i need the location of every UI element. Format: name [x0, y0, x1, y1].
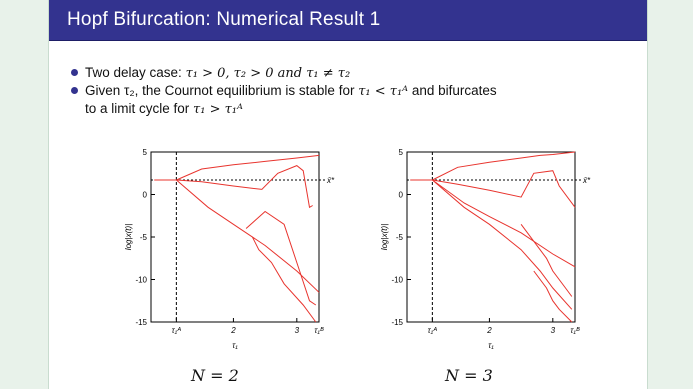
- x-tick-label: 3: [295, 326, 300, 335]
- bifurcation-branch: [176, 165, 313, 209]
- bifurcation-branch: [432, 170, 576, 208]
- y-tick-label: 5: [143, 148, 148, 157]
- equilibrium-label: x̄*: [582, 176, 591, 185]
- bullet-text: Two delay case:: [85, 65, 186, 80]
- bifurcation-branch: [251, 236, 317, 323]
- x-tick-label: τ₁ᴬ: [172, 326, 182, 335]
- bifurcation-branch: [533, 270, 573, 323]
- plot-caption-n3: N = 3: [445, 366, 493, 385]
- x-tick-label: τ₁ᴮ: [570, 326, 580, 335]
- bullet-list: Two delay case: τ₁ > 0, τ₂ > 0 and τ₁ ≠ …: [71, 64, 631, 118]
- bifurcation-branch: [176, 154, 320, 181]
- bifurcation-plot-n3: 5 0 -5 -10 -15 τ₁ᴬ 2 3 τ₁ᴮ τ₁ log|x(t)| x̄*: [380, 148, 591, 350]
- x-tick-label: τ₁ᴮ: [314, 326, 324, 335]
- slide-title-bar: Hopf Bifurcation: Numerical Result 1: [49, 0, 647, 41]
- y-tick-label: 0: [399, 191, 404, 200]
- y-axis-label: log|x(t)|: [380, 224, 389, 250]
- bullet-item-1: Two delay case: τ₁ > 0, τ₂ > 0 and τ₁ ≠ …: [71, 64, 631, 82]
- bifurcation-branch: [245, 210, 317, 306]
- slide: Hopf Bifurcation: Numerical Result 1 Two…: [48, 0, 648, 389]
- bullet-math: τ₁ > τ₁ᴬ: [193, 102, 243, 117]
- x-tick-label: 3: [551, 326, 556, 335]
- bullet-item-2: Given τ₂, the Cournot equilibrium is sta…: [71, 82, 631, 118]
- bifurcation-plot-n2: 5 0 -5 -10 -15 τ₁ᴬ 2 3 τ₁ᴮ τ₁ log|x(t)| x̄*: [124, 148, 335, 350]
- slide-title: Hopf Bifurcation: Numerical Result 1: [67, 9, 381, 30]
- x-tick-label: 2: [486, 326, 492, 335]
- bullet-dot-icon: [71, 87, 78, 94]
- bullet-text: to a limit cycle for: [85, 101, 194, 116]
- x-tick-label: τ₁ᴬ: [428, 326, 438, 335]
- x-axis-label: τ₁: [488, 341, 494, 350]
- bifurcation-branch: [176, 179, 320, 293]
- bullet-dot-icon: [71, 69, 78, 76]
- y-tick-label: -5: [140, 233, 148, 242]
- y-tick-label: 5: [399, 148, 404, 157]
- bullet-text: and bifurcates: [408, 83, 497, 98]
- y-axis-label: log|x(t)|: [124, 224, 133, 250]
- y-tick-label: 0: [143, 191, 148, 200]
- y-tick-label: -5: [396, 233, 404, 242]
- x-axis-label: τ₁: [232, 341, 238, 350]
- bullet-math: τ₁ > 0, τ₂ > 0 and τ₁ ≠ τ₂: [185, 66, 351, 81]
- y-tick-label: -10: [391, 276, 403, 285]
- plot-caption-n2: N = 2: [191, 366, 239, 385]
- bifurcation-branch: [520, 224, 573, 297]
- y-tick-label: -15: [391, 318, 403, 327]
- bullet-math: τ₁ < τ₁ᴬ: [358, 84, 409, 99]
- equilibrium-label: x̄*: [326, 176, 335, 185]
- bifurcation-branch: [432, 179, 573, 310]
- y-tick-label: -15: [135, 318, 147, 327]
- bullet-text: Given τ₂, the Cournot equilibrium is sta…: [85, 83, 359, 98]
- bifurcation-branch: [432, 151, 576, 181]
- x-tick-label: 2: [230, 326, 236, 335]
- y-tick-label: -10: [135, 276, 147, 285]
- bifurcation-branch: [432, 179, 576, 268]
